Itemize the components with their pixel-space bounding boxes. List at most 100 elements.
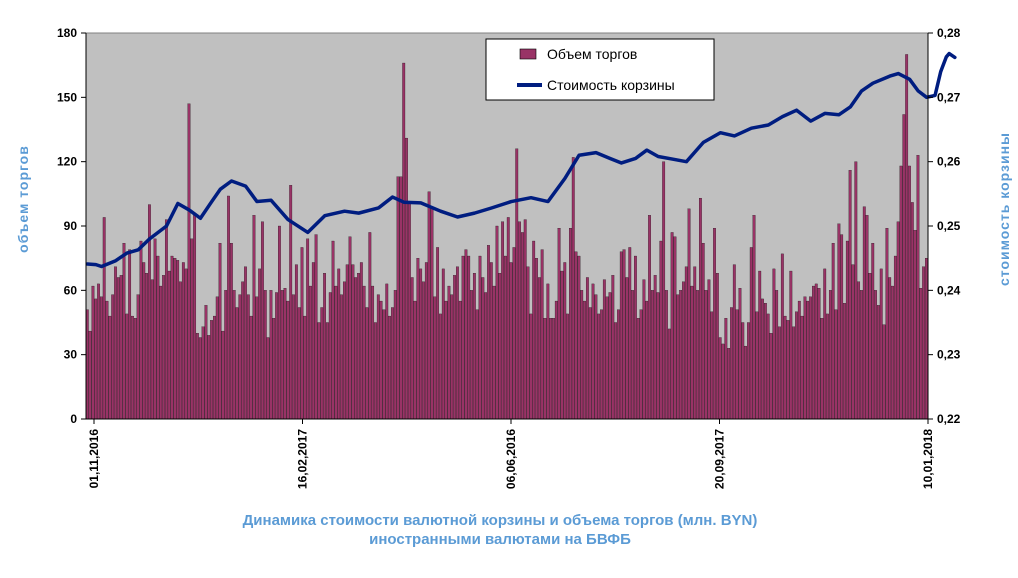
x-tick-label: 10,01,2018 bbox=[921, 429, 935, 489]
bar bbox=[645, 300, 649, 420]
bar bbox=[303, 315, 307, 420]
bar bbox=[879, 268, 883, 420]
chart-title-line1: Динамика стоимости валютной корзины и об… bbox=[242, 512, 758, 529]
bar bbox=[337, 268, 341, 420]
y-axis-right-title: стоимость корзины bbox=[996, 132, 1012, 286]
bar bbox=[693, 266, 697, 420]
bar bbox=[342, 281, 346, 420]
bar bbox=[543, 318, 547, 420]
bar bbox=[648, 215, 651, 420]
bar bbox=[436, 247, 440, 420]
bar bbox=[537, 277, 541, 420]
y-left-tick-label: 60 bbox=[64, 283, 78, 297]
bar bbox=[365, 307, 369, 420]
bar bbox=[908, 165, 911, 420]
bar bbox=[393, 290, 397, 420]
bar bbox=[775, 290, 779, 420]
bar bbox=[354, 277, 358, 420]
bar bbox=[684, 266, 688, 420]
bar bbox=[687, 208, 691, 420]
bar bbox=[732, 264, 736, 420]
bar bbox=[207, 335, 211, 420]
bar bbox=[715, 273, 719, 420]
bar bbox=[851, 264, 855, 420]
bar bbox=[617, 309, 620, 420]
bar bbox=[831, 243, 835, 420]
bar bbox=[721, 343, 725, 420]
x-axis: 01,11,2016 16,02,2017 06,06,2016 20,09,2017… bbox=[86, 418, 935, 489]
bar bbox=[472, 273, 476, 420]
bar bbox=[275, 292, 278, 420]
bar bbox=[348, 236, 352, 420]
bar bbox=[634, 255, 637, 420]
bar bbox=[540, 249, 544, 420]
bar bbox=[136, 294, 140, 420]
bar bbox=[263, 290, 267, 420]
bar bbox=[407, 202, 411, 420]
bar bbox=[812, 285, 815, 420]
bar bbox=[453, 275, 456, 420]
bar bbox=[450, 294, 454, 420]
legend-label-basket: Стоимость корзины bbox=[547, 77, 675, 93]
bar bbox=[535, 258, 538, 420]
bar bbox=[176, 260, 180, 420]
bar bbox=[622, 249, 626, 420]
bar bbox=[190, 238, 194, 420]
bar bbox=[376, 294, 380, 420]
bar bbox=[899, 165, 903, 420]
bar bbox=[184, 268, 188, 420]
bar bbox=[506, 217, 510, 420]
y-left-tick-label: 30 bbox=[64, 348, 78, 362]
bar bbox=[300, 247, 304, 420]
bar bbox=[269, 290, 273, 420]
bar bbox=[201, 326, 205, 420]
bar bbox=[100, 296, 103, 420]
y-right-tick-label: 0,25 bbox=[937, 219, 961, 233]
bar bbox=[727, 348, 731, 420]
bar bbox=[707, 279, 711, 420]
bar bbox=[518, 221, 521, 420]
bar bbox=[232, 290, 236, 420]
y-left-tick-label: 90 bbox=[64, 219, 78, 233]
bar bbox=[594, 294, 598, 420]
bar bbox=[399, 176, 403, 420]
bar bbox=[752, 215, 756, 420]
bar bbox=[382, 309, 386, 420]
y-left-tick-label: 150 bbox=[57, 90, 77, 104]
bar bbox=[837, 223, 841, 420]
bar bbox=[910, 202, 914, 420]
bar bbox=[444, 300, 448, 420]
bar bbox=[142, 262, 146, 420]
bar bbox=[119, 275, 123, 420]
bar bbox=[690, 285, 694, 420]
bar bbox=[676, 294, 680, 420]
bar bbox=[755, 311, 759, 420]
bar bbox=[297, 307, 301, 420]
bar bbox=[560, 270, 564, 420]
bar bbox=[758, 270, 762, 420]
chart-title-line2: иностранными валютами на БВФБ bbox=[369, 531, 631, 548]
bar bbox=[783, 315, 787, 420]
bar bbox=[131, 315, 134, 420]
bar bbox=[814, 283, 818, 420]
bar bbox=[419, 268, 423, 420]
bar bbox=[701, 243, 705, 420]
y-right-tick-label: 0,23 bbox=[937, 348, 961, 362]
bar bbox=[396, 176, 400, 420]
bar bbox=[187, 103, 191, 420]
bar bbox=[902, 114, 906, 420]
bar bbox=[741, 322, 745, 420]
bar bbox=[749, 247, 753, 420]
bar bbox=[306, 238, 310, 420]
bar bbox=[834, 309, 838, 420]
bar bbox=[484, 292, 488, 420]
bar bbox=[122, 243, 126, 420]
bar bbox=[357, 273, 360, 420]
bar bbox=[571, 157, 575, 420]
bar bbox=[162, 275, 165, 420]
bar bbox=[456, 266, 459, 420]
legend-swatch-volume bbox=[519, 48, 537, 60]
basket-line bbox=[85, 51, 957, 269]
bar bbox=[653, 275, 657, 420]
bar bbox=[441, 268, 445, 420]
